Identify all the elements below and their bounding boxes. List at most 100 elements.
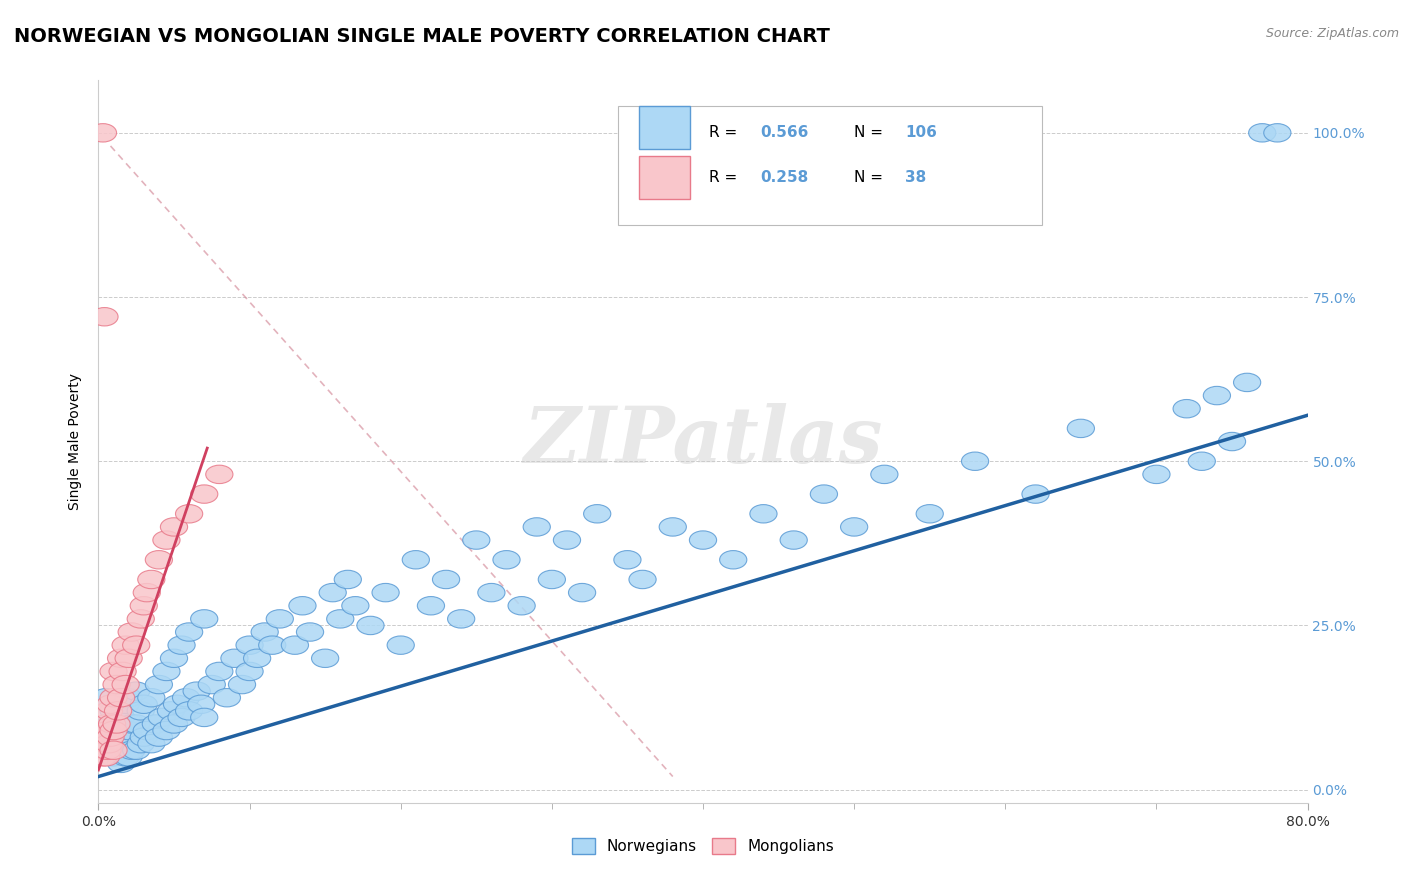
Ellipse shape [90,124,117,142]
Ellipse shape [720,550,747,569]
Ellipse shape [93,747,120,766]
Ellipse shape [163,695,191,714]
Ellipse shape [127,702,155,720]
Ellipse shape [118,623,145,641]
Ellipse shape [494,550,520,569]
Ellipse shape [1022,485,1049,503]
Ellipse shape [326,610,354,628]
Ellipse shape [103,714,131,733]
Ellipse shape [173,689,200,706]
Ellipse shape [145,675,173,694]
Ellipse shape [118,741,145,759]
Ellipse shape [110,662,136,681]
Ellipse shape [153,722,180,739]
Ellipse shape [138,689,165,706]
Ellipse shape [568,583,596,602]
Bar [638,105,690,149]
Ellipse shape [93,728,120,747]
Ellipse shape [90,728,117,747]
Text: 0.566: 0.566 [759,125,808,140]
Ellipse shape [94,741,121,759]
Ellipse shape [100,689,127,706]
Ellipse shape [160,649,187,667]
Ellipse shape [145,728,173,747]
Ellipse shape [288,597,316,615]
Ellipse shape [112,728,139,747]
Ellipse shape [127,610,155,628]
Ellipse shape [478,583,505,602]
Ellipse shape [134,722,160,739]
Ellipse shape [94,722,121,739]
Ellipse shape [100,728,127,747]
Ellipse shape [387,636,415,655]
Ellipse shape [104,702,132,720]
Ellipse shape [167,708,195,727]
Text: N =: N = [855,170,889,186]
Y-axis label: Single Male Poverty: Single Male Poverty [69,373,83,510]
Ellipse shape [90,747,117,766]
Ellipse shape [176,702,202,720]
Ellipse shape [205,662,233,681]
Bar [638,156,690,200]
Ellipse shape [312,649,339,667]
Ellipse shape [145,550,173,569]
Ellipse shape [508,597,536,615]
Ellipse shape [259,636,285,655]
Text: N =: N = [855,125,889,140]
Ellipse shape [810,485,838,503]
Ellipse shape [153,531,180,549]
Ellipse shape [122,682,150,700]
Ellipse shape [93,734,120,753]
Ellipse shape [104,722,132,739]
Ellipse shape [357,616,384,634]
Ellipse shape [122,714,150,733]
Text: ZIPatlas: ZIPatlas [523,403,883,480]
Ellipse shape [205,466,233,483]
Ellipse shape [1143,466,1170,483]
Ellipse shape [780,531,807,549]
Ellipse shape [138,734,165,753]
Ellipse shape [214,689,240,706]
Ellipse shape [319,583,346,602]
Ellipse shape [160,517,187,536]
Ellipse shape [236,662,263,681]
Ellipse shape [131,728,157,747]
Ellipse shape [917,505,943,523]
Ellipse shape [131,597,157,615]
Ellipse shape [841,517,868,536]
Ellipse shape [1233,373,1261,392]
Ellipse shape [191,708,218,727]
Ellipse shape [100,722,127,739]
Ellipse shape [115,649,142,667]
Ellipse shape [157,702,184,720]
Ellipse shape [112,747,139,766]
Ellipse shape [167,636,195,655]
Ellipse shape [1264,124,1291,142]
Ellipse shape [187,695,215,714]
Ellipse shape [447,610,475,628]
Ellipse shape [183,682,211,700]
FancyBboxPatch shape [619,105,1042,225]
Ellipse shape [138,570,165,589]
Ellipse shape [115,689,142,706]
Ellipse shape [100,747,127,766]
Ellipse shape [191,485,218,503]
Ellipse shape [100,702,127,720]
Ellipse shape [142,714,170,733]
Ellipse shape [418,597,444,615]
Ellipse shape [107,649,135,667]
Ellipse shape [96,734,122,753]
Text: Source: ZipAtlas.com: Source: ZipAtlas.com [1265,27,1399,40]
Text: 38: 38 [905,170,927,186]
Ellipse shape [689,531,717,549]
Ellipse shape [297,623,323,641]
Ellipse shape [107,708,135,727]
Ellipse shape [266,610,294,628]
Ellipse shape [749,505,778,523]
Ellipse shape [523,517,550,536]
Text: R =: R = [709,170,742,186]
Ellipse shape [112,695,139,714]
Ellipse shape [93,714,120,733]
Ellipse shape [100,662,127,681]
Ellipse shape [176,623,202,641]
